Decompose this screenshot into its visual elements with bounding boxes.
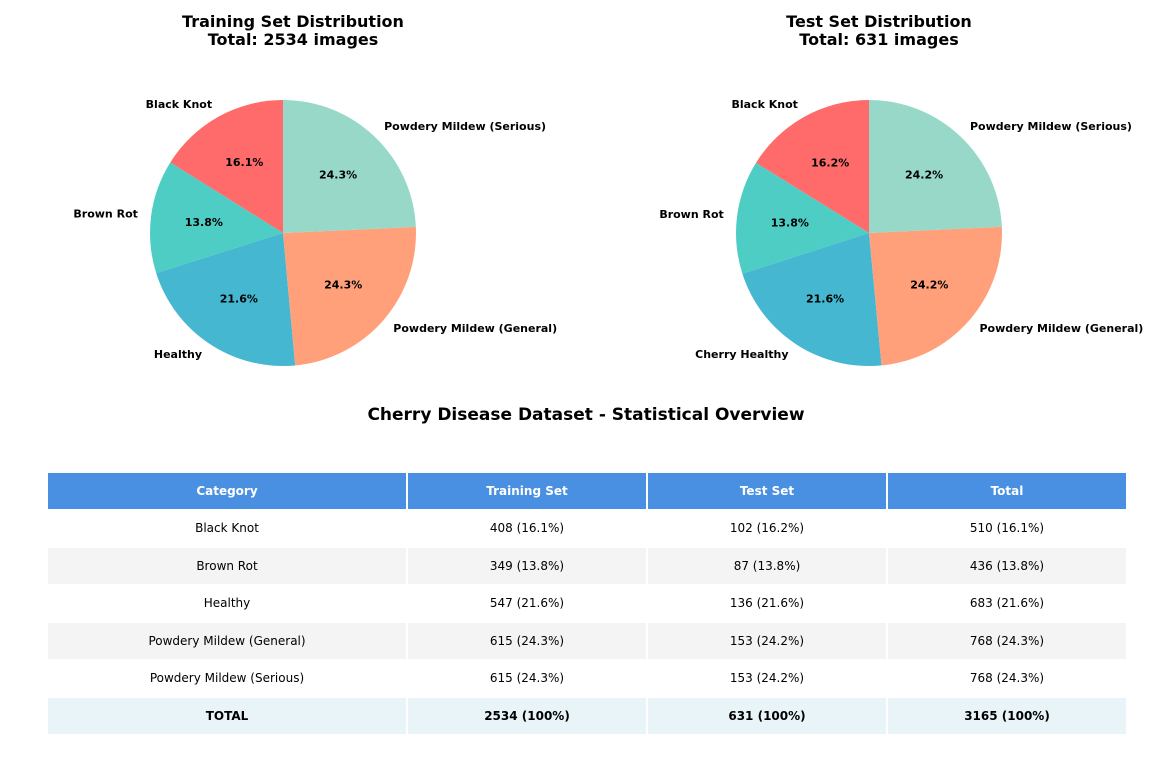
- table-cell: 768 (24.3%): [886, 621, 1128, 661]
- training-pie-subtitle: Total: 2534 images: [207, 30, 379, 49]
- table-cell: 87 (13.8%): [646, 546, 888, 586]
- table-cell: Powdery Mildew (Serious): [46, 658, 408, 698]
- training-pie-chart: Training Set Distribution Total: 2534 im…: [0, 0, 586, 390]
- header-training-set: Training Set: [406, 471, 648, 511]
- table-total-cell: TOTAL: [46, 696, 408, 736]
- table-row: Powdery Mildew (General) 615 (24.3%) 153…: [46, 621, 1128, 661]
- pie-category-label: Black Knot: [146, 98, 212, 111]
- pie-category-label: Powdery Mildew (Serious): [384, 120, 546, 133]
- table-total-row: TOTAL 2534 (100%) 631 (100%) 3165 (100%): [46, 696, 1128, 736]
- table-cell: 683 (21.6%): [886, 583, 1128, 623]
- pie-percent-label: 13.8%: [185, 216, 223, 229]
- table-cell: 510 (16.1%): [886, 508, 1128, 548]
- pie-category-label: Healthy: [154, 348, 202, 361]
- table-cell: 547 (21.6%): [406, 583, 648, 623]
- header-total: Total: [886, 471, 1128, 511]
- header-category: Category: [46, 471, 408, 511]
- table-row: Brown Rot 349 (13.8%) 87 (13.8%) 436 (13…: [46, 546, 1128, 586]
- table-row: Healthy 547 (21.6%) 136 (21.6%) 683 (21.…: [46, 583, 1128, 623]
- table-header-row: Category Training Set Test Set Total: [46, 471, 1128, 511]
- pie-percent-label: 16.2%: [811, 156, 849, 169]
- pie-slice-brown-rot: [150, 162, 283, 274]
- test-pie-title: Test Set Distribution Total: 631 images: [586, 13, 1172, 49]
- pie-percent-label: 21.6%: [220, 293, 258, 306]
- pie-slice-healthy: [156, 233, 296, 366]
- table-cell: 615 (24.3%): [406, 621, 648, 661]
- table-cell: Black Knot: [46, 508, 408, 548]
- pie-percent-label: 24.2%: [905, 168, 943, 181]
- table-cell: 153 (24.2%): [646, 621, 888, 661]
- pie-slice-black-knot: [755, 100, 869, 233]
- training-pie-title: Training Set Distribution Total: 2534 im…: [0, 13, 586, 49]
- pie-category-label: Powdery Mildew (General): [980, 322, 1144, 335]
- statistics-table: Category Training Set Test Set Total Bla…: [46, 471, 1128, 736]
- pie-slice-powdery-mildew-general: [283, 226, 416, 366]
- table-cell: Healthy: [46, 583, 408, 623]
- table-total-cell: 2534 (100%): [406, 696, 648, 736]
- pie-slice-black-knot: [170, 100, 283, 233]
- pie-percent-label: 24.2%: [910, 278, 948, 291]
- pie-slice-powdery-mildew-serious: [869, 100, 1002, 233]
- pie-percent-label: 21.6%: [806, 293, 844, 306]
- test-pie-svg: 16.2% Black Knot 13.8% Brown Rot 21.6% Cherry…: [659, 98, 1144, 367]
- overview-title: Cherry Disease Dataset - Statistical Ove…: [367, 405, 805, 425]
- table-row: Powdery Mildew (Serious) 615 (24.3%) 153…: [46, 658, 1128, 698]
- table-cell: 153 (24.2%): [646, 658, 888, 698]
- test-pie-title-line: Test Set Distribution: [786, 12, 972, 31]
- pie-category-label: Brown Rot: [73, 208, 137, 221]
- table-cell: 102 (16.2%): [646, 508, 888, 548]
- pie-percent-label: 16.1%: [225, 156, 263, 169]
- pie-slice-cherry-healthy: [742, 233, 882, 367]
- pie-category-label: Black Knot: [731, 98, 797, 111]
- table-row: Black Knot 408 (16.1%) 102 (16.2%) 510 (…: [46, 508, 1128, 548]
- table-cell: 768 (24.3%): [886, 658, 1128, 698]
- pie-category-label: Powdery Mildew (General): [393, 322, 557, 335]
- training-pie-title-line: Training Set Distribution: [182, 12, 404, 31]
- pie-slice-brown-rot: [736, 162, 869, 274]
- pie-percent-label: 24.3%: [319, 168, 357, 181]
- table-total-cell: 3165 (100%): [886, 696, 1128, 736]
- table-cell: 136 (21.6%): [646, 583, 888, 623]
- table-cell: 436 (13.8%): [886, 546, 1128, 586]
- pie-percent-label: 13.8%: [771, 216, 809, 229]
- test-pie-subtitle: Total: 631 images: [799, 30, 959, 49]
- pie-slice-powdery-mildew-general: [869, 226, 1002, 366]
- test-pie-chart: Test Set Distribution Total: 631 images …: [586, 0, 1172, 390]
- pie-category-label: Brown Rot: [659, 208, 723, 221]
- pie-category-label: Powdery Mildew (Serious): [970, 120, 1132, 133]
- table-cell: Brown Rot: [46, 546, 408, 586]
- header-test-set: Test Set: [646, 471, 888, 511]
- table-cell: 349 (13.8%): [406, 546, 648, 586]
- pie-category-label: Cherry Healthy: [695, 348, 788, 361]
- table-cell: 615 (24.3%): [406, 658, 648, 698]
- training-pie-svg: 16.1% Black Knot 13.8% Brown Rot 21.6% Health…: [73, 98, 557, 366]
- pie-percent-label: 24.3%: [324, 278, 362, 291]
- table-cell: 408 (16.1%): [406, 508, 648, 548]
- pie-slice-powdery-mildew-serious: [283, 100, 416, 233]
- table-total-cell: 631 (100%): [646, 696, 888, 736]
- table-cell: Powdery Mildew (General): [46, 621, 408, 661]
